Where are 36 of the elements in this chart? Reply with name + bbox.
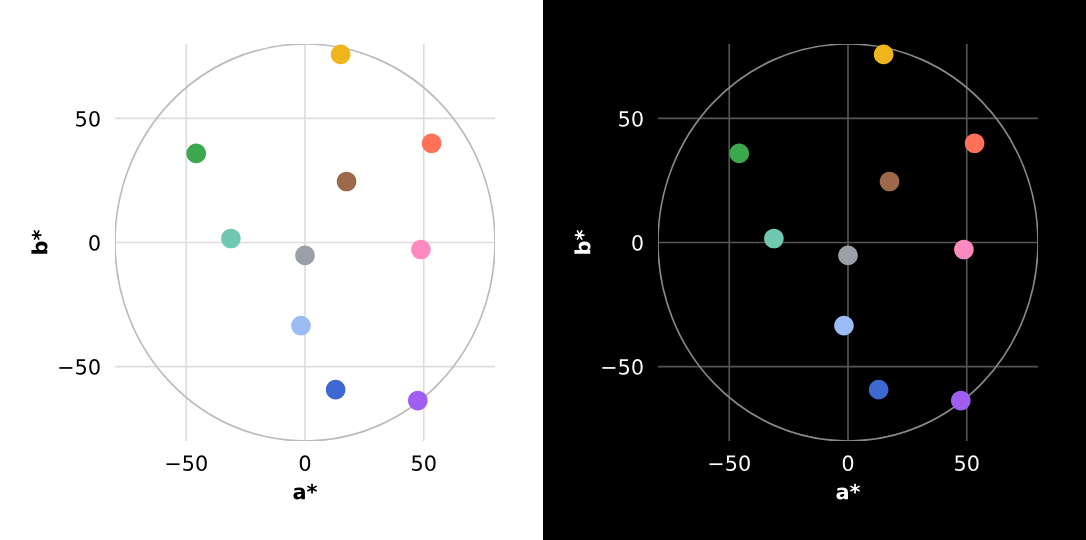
y-tick-label: −50: [59, 359, 100, 375]
point: [407, 390, 428, 411]
x-tick-label: −50: [709, 455, 750, 472]
point: [964, 133, 985, 154]
point: [764, 228, 784, 249]
point: [954, 239, 974, 260]
point: [295, 245, 315, 266]
y-axis-title: b*: [574, 230, 591, 254]
point: [336, 171, 357, 192]
point: [330, 44, 351, 65]
point: [325, 379, 346, 400]
point: [421, 133, 442, 154]
point: [186, 143, 207, 164]
x-tick-label: 0: [299, 455, 311, 472]
x-tick-label: −50: [166, 455, 207, 472]
x-axis-title: a*: [836, 483, 861, 500]
x-tick-label: 50: [955, 455, 979, 472]
point: [950, 390, 971, 411]
y-tick-label: 0: [89, 234, 100, 251]
point: [411, 239, 431, 260]
point: [834, 315, 854, 336]
x-tick-label: 0: [842, 455, 854, 472]
point: [879, 171, 900, 192]
point: [873, 44, 894, 65]
y-tick-label: 0: [632, 234, 643, 251]
point: [729, 143, 750, 164]
point: [868, 379, 889, 400]
y-tick-label: −50: [602, 359, 643, 375]
y-tick-label: 50: [76, 110, 100, 127]
y-tick-label: 50: [619, 110, 643, 127]
point: [291, 315, 311, 336]
y-axis-title: b*: [31, 230, 48, 254]
point: [221, 228, 241, 249]
x-tick-label: 50: [412, 455, 436, 472]
point: [838, 245, 858, 266]
x-axis-title: a*: [293, 483, 318, 500]
